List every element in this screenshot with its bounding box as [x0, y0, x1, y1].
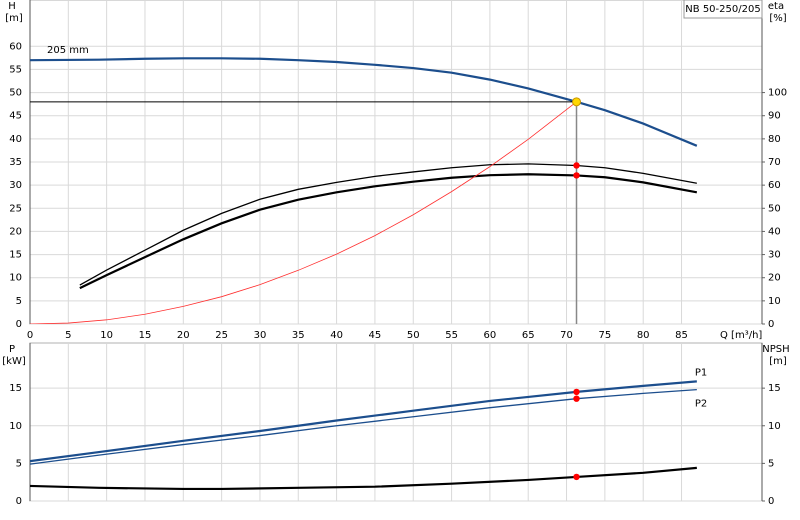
- y-tick-label: 55: [9, 64, 22, 75]
- y-tick-label: 5: [16, 296, 22, 307]
- y2-tick-label: 90: [768, 111, 781, 122]
- y2-tick-label: 15: [768, 383, 781, 394]
- y-tick-label: 10: [9, 421, 22, 432]
- operating-marker: [573, 172, 580, 179]
- y-tick-label: 60: [9, 41, 22, 52]
- y-axis-label: H: [8, 1, 16, 12]
- x-tick-label: 65: [522, 330, 535, 341]
- y2-tick-label: 40: [768, 226, 781, 237]
- y2-tick-label: 0: [768, 319, 774, 330]
- series-label: 205 mm: [47, 45, 89, 56]
- series-line: [79, 163, 697, 286]
- y-tick-label: 50: [9, 88, 22, 99]
- y-axis-label: P: [9, 344, 15, 355]
- series-line: [79, 173, 698, 290]
- x-tick-label: 60: [484, 330, 497, 341]
- y-tick-label: 0: [16, 319, 22, 330]
- operating-marker: [572, 97, 582, 107]
- x-tick-label: 75: [599, 330, 612, 341]
- x-tick-label: 85: [675, 330, 688, 341]
- x-axis-label: Q [m³/h]: [720, 330, 762, 341]
- y-tick-label: 20: [9, 226, 22, 237]
- y2-tick-label: 20: [768, 273, 781, 284]
- y2-tick-label: 10: [768, 296, 781, 307]
- y-axis-unit: [kW]: [2, 356, 26, 367]
- x-tick-label: 40: [330, 330, 343, 341]
- series-label: P1: [695, 367, 707, 378]
- y-axis-unit: [m]: [5, 13, 23, 24]
- operating-marker: [573, 162, 580, 169]
- x-tick-label: 10: [100, 330, 113, 341]
- x-tick-label: 0: [27, 330, 33, 341]
- plot-area: [29, 342, 763, 502]
- title-box: [683, 0, 763, 19]
- chart-title: NB 50-250/205: [685, 4, 760, 15]
- y-tick-label: 25: [9, 203, 22, 214]
- y2-axis-label: eta: [768, 1, 784, 12]
- y-tick-label: 45: [9, 111, 22, 122]
- y2-tick-label: 50: [768, 203, 781, 214]
- x-tick-label: 15: [139, 330, 152, 341]
- series-line: [30, 388, 697, 465]
- y2-tick-label: 70: [768, 157, 781, 168]
- x-tick-label: 20: [177, 330, 190, 341]
- x-tick-label: 55: [445, 330, 458, 341]
- operating-marker: [573, 388, 580, 396]
- y2-tick-label: 0: [768, 496, 774, 507]
- y2-axis-unit: [m]: [769, 356, 787, 367]
- series-line: [30, 466, 697, 491]
- y2-axis-unit: [%]: [769, 13, 786, 24]
- y2-tick-label: 30: [768, 250, 781, 261]
- x-tick-label: 25: [215, 330, 228, 341]
- y-tick-label: 40: [9, 134, 22, 145]
- y-tick-label: 15: [9, 250, 22, 261]
- operating-marker: [573, 473, 580, 481]
- y-tick-label: 30: [9, 180, 22, 191]
- y-tick-label: 0: [16, 496, 22, 507]
- y-tick-label: 35: [9, 157, 22, 168]
- series-label: P2: [695, 399, 707, 410]
- y2-axis-label: NPSH: [762, 344, 789, 355]
- x-tick-label: 35: [292, 330, 305, 341]
- y-tick-label: 5: [16, 458, 22, 469]
- y2-tick-label: 60: [768, 180, 781, 191]
- x-tick-label: 30: [254, 330, 267, 341]
- x-tick-label: 80: [637, 330, 650, 341]
- y2-tick-label: 10: [768, 421, 781, 432]
- x-tick-label: 50: [407, 330, 420, 341]
- y-tick-label: 10: [9, 273, 22, 284]
- x-tick-label: 70: [560, 330, 573, 341]
- y-tick-label: 15: [9, 383, 22, 394]
- series-line: [30, 380, 697, 463]
- y2-tick-label: 100: [768, 88, 787, 99]
- y2-tick-label: 80: [768, 134, 781, 145]
- y2-tick-label: 5: [768, 458, 774, 469]
- operating-marker: [573, 395, 580, 402]
- x-tick-label: 45: [369, 330, 382, 341]
- series-line: [30, 57, 698, 147]
- series-line: [30, 101, 577, 324]
- x-tick-label: 5: [65, 330, 71, 341]
